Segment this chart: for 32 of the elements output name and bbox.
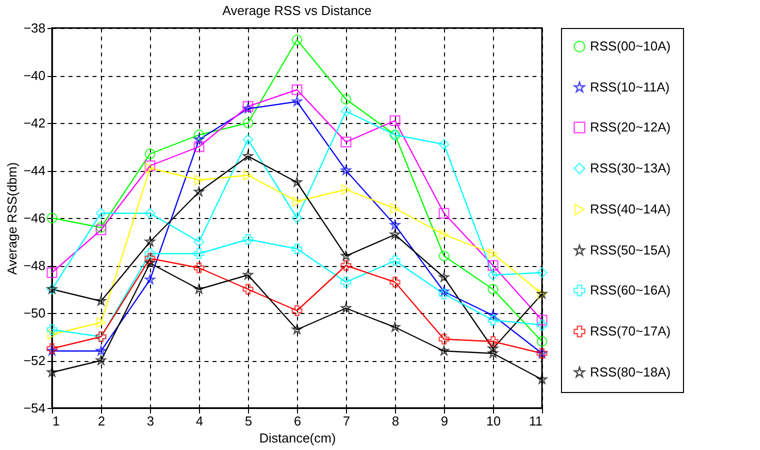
legend-label: RSS(40~14A)	[590, 202, 671, 216]
legend-label: RSS(00~10A)	[590, 38, 671, 54]
legend-label: RSS(50~15A)	[590, 242, 671, 258]
x-tick-label: 2	[98, 414, 106, 428]
y-tick-label: −52	[23, 353, 46, 368]
y-tick-label: −50	[23, 306, 46, 320]
y-axis-title: Average RSS(dbm)	[4, 162, 20, 275]
y-tick-label: −44	[23, 163, 46, 178]
legend-label: RSS(30~13A)	[590, 160, 671, 176]
x-tick-label: 11	[529, 414, 542, 428]
x-tick-label: 8	[392, 414, 400, 428]
y-tick-label: −38	[23, 20, 46, 36]
y-tick-label: −46	[23, 210, 46, 226]
legend-label: RSS(20~12A)	[590, 120, 671, 134]
x-tick-label: 7	[342, 414, 350, 428]
y-tick-label: −54	[23, 400, 46, 416]
x-axis-title: Distance(cm)	[259, 430, 336, 446]
x-tick-label: 5	[244, 414, 252, 428]
legend-label: RSS(80~18A)	[590, 364, 671, 380]
chart-title: Average RSS vs Distance	[222, 3, 372, 18]
legend-label: RSS(10~11A)	[590, 80, 670, 94]
x-tick-label: 4	[196, 414, 204, 428]
x-tick-label: 10	[486, 414, 501, 428]
y-tick-label: −42	[23, 116, 46, 130]
x-tick-label: 6	[294, 414, 302, 428]
x-tick-label: 1	[52, 414, 60, 428]
legend-label: RSS(70~17A)	[590, 324, 671, 338]
legend-label: RSS(60~16A)	[590, 282, 671, 298]
y-tick-label: −40	[23, 68, 46, 83]
x-tick-label: 9	[440, 414, 448, 428]
y-tick-label: −48	[23, 258, 46, 273]
x-tick-label: 3	[146, 414, 154, 428]
